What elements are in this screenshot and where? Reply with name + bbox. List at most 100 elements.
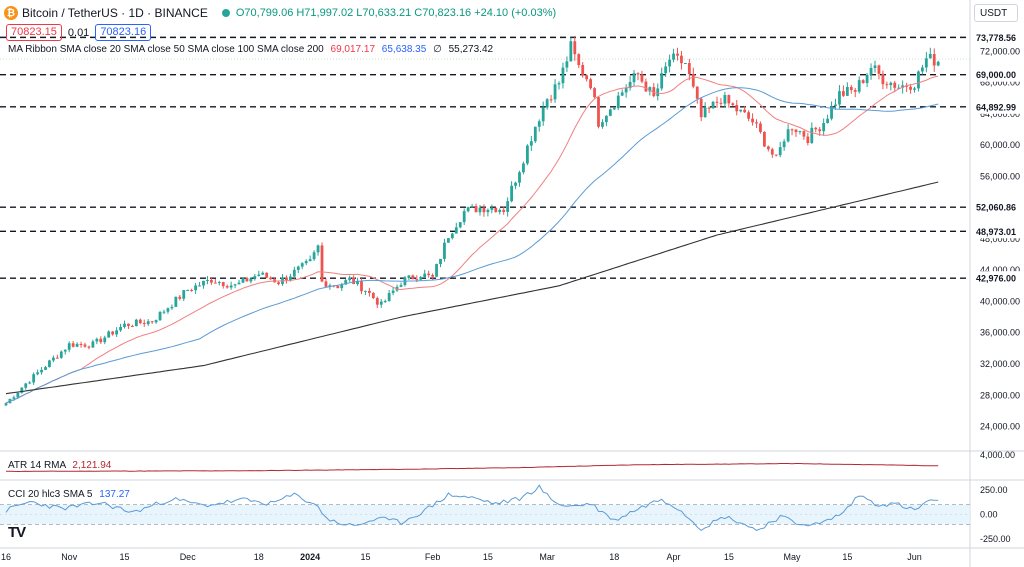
sell-button[interactable]: 70823.15 (6, 24, 62, 41)
candle-body (375, 298, 379, 305)
candle-body (537, 121, 541, 127)
candle-body (932, 54, 936, 66)
candle-body (95, 338, 99, 342)
candle-body (174, 296, 178, 307)
candle-body (202, 280, 205, 286)
candle-body (691, 73, 695, 87)
candle-body (735, 105, 739, 112)
symbol-title[interactable]: Bitcoin / TetherUS · 1D · BINANCE (22, 6, 208, 20)
candle-body (494, 207, 498, 213)
candle-body (186, 289, 190, 291)
candle-body (723, 95, 727, 104)
candle-body (391, 290, 395, 294)
candle-body (739, 109, 743, 112)
candle-body (881, 73, 885, 85)
candle-body (818, 129, 822, 132)
candle-body (569, 41, 573, 62)
candle-body (703, 107, 707, 118)
candle-body (798, 131, 802, 133)
buy-button[interactable]: 70823.16 (95, 24, 152, 41)
candle-body (668, 59, 671, 67)
candle-body (91, 341, 95, 348)
high-value: H71,997.02 (296, 7, 354, 19)
cci-legend[interactable]: CCI 20 hlc3 SMA 5 137.27 (8, 489, 130, 500)
candle-body (127, 323, 130, 326)
time-axis-label: May (784, 552, 802, 562)
cci-tick-label: 0.00 (980, 510, 998, 520)
candle-body (44, 367, 47, 370)
candle-body (593, 88, 596, 98)
candle-body (510, 185, 513, 202)
candle-body (684, 63, 687, 65)
candle-body (312, 252, 316, 260)
candle-body (289, 276, 292, 281)
candle-body (478, 207, 482, 213)
candle-body (131, 325, 134, 327)
atr-legend[interactable]: ATR 14 RMA 2,121.94 (8, 460, 111, 471)
candle-body (328, 285, 332, 287)
candle-body (699, 98, 703, 118)
spread-value: 0.01 (67, 26, 90, 39)
candle-body (766, 146, 770, 150)
level-label-bg (971, 99, 1021, 114)
candle-body (573, 41, 577, 55)
sma200-value: 55,273.42 (448, 44, 494, 55)
time-axis-label: 15 (842, 552, 852, 562)
cci-label: CCI 20 hlc3 SMA 5 (8, 489, 93, 500)
candle-body (652, 87, 656, 97)
candle-body (454, 227, 458, 234)
candle-body (269, 277, 273, 280)
candle-body (371, 292, 375, 299)
candle-body (486, 209, 490, 213)
candle-body (778, 147, 782, 156)
candle-body (36, 372, 39, 375)
candle-body (589, 79, 592, 89)
candle-body (336, 286, 340, 289)
candle-body (79, 344, 83, 346)
candle-body (853, 90, 857, 92)
candle-body (379, 301, 383, 305)
candle-body (277, 282, 280, 285)
candle-body (695, 86, 699, 99)
candle-body (462, 211, 466, 223)
candle-body (770, 149, 774, 155)
candle-body (845, 86, 849, 96)
candle-body (790, 129, 794, 131)
candle-body (644, 81, 648, 92)
time-axis-label: 15 (483, 552, 493, 562)
time-axis-label: Nov (61, 552, 78, 562)
candle-body (387, 293, 391, 302)
candle-body (217, 282, 221, 284)
price-tick-label: 44,000.00 (980, 265, 1020, 275)
horizontal-level-label: 73,778.56 (976, 33, 1016, 43)
time-axis-label: Feb (425, 552, 441, 562)
candle-body (316, 245, 320, 253)
candle-body (763, 132, 766, 147)
tradingview-logo: TV (8, 524, 26, 541)
candle-body (320, 245, 324, 282)
candle-body (612, 108, 616, 110)
candle-body (822, 123, 826, 132)
candle-body (601, 122, 604, 127)
level-label-bg (971, 271, 1021, 286)
currency-selector[interactable]: USDT (974, 4, 1018, 22)
sma50-value: 65,638.35 (381, 44, 427, 55)
price-tick-label: 72,000.00 (980, 46, 1020, 56)
close-value: C70,823.16 (414, 7, 472, 19)
candle-body (687, 63, 691, 74)
candle-body (123, 323, 126, 327)
low-value: L70,633.21 (356, 7, 412, 19)
horizontal-level-label: 69,000.00 (976, 70, 1016, 80)
candle-body (229, 285, 233, 288)
candle-body (656, 88, 660, 97)
candle-body (917, 71, 920, 89)
candle-body (672, 53, 675, 60)
ma-ribbon-legend[interactable]: MA Ribbon SMA close 20 SMA close 50 SMA … (8, 44, 493, 55)
candle-body (265, 272, 269, 278)
candle-body (470, 206, 474, 208)
candle-body (356, 280, 359, 285)
atr-value: 2,121.94 (72, 460, 112, 471)
bitcoin-logo-icon: ₿ (4, 6, 18, 20)
